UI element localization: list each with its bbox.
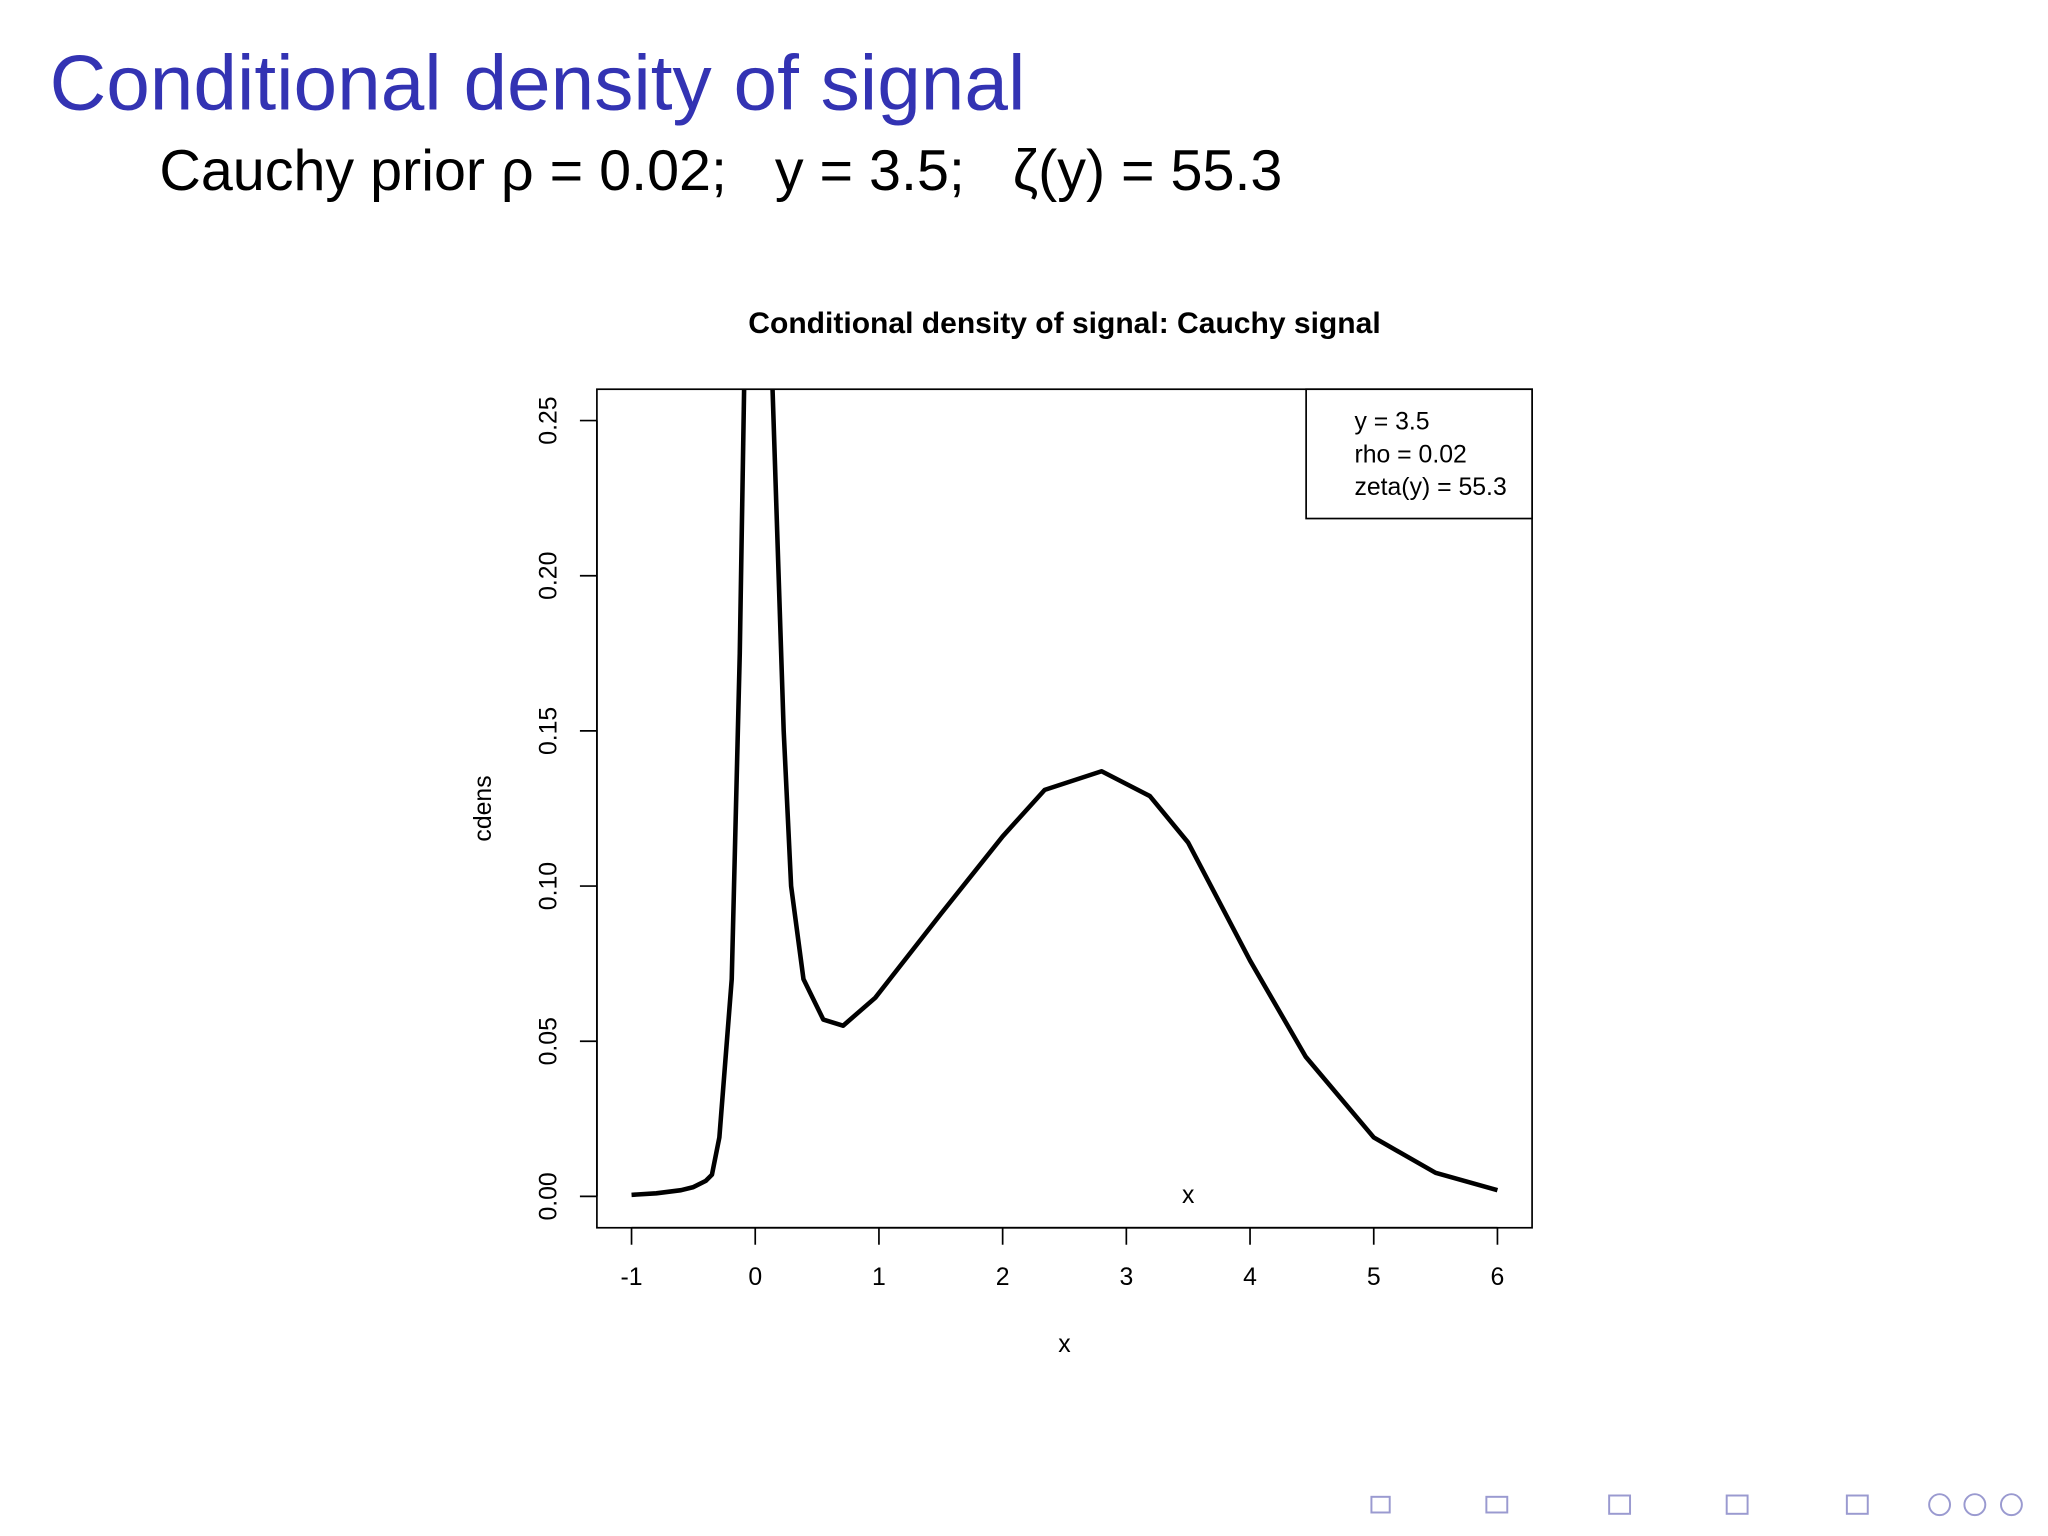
x-tick-label: 6 — [1491, 1264, 1505, 1291]
x-axis-label: x — [1058, 1331, 1071, 1358]
legend-text: y = 3.5 — [1354, 409, 1429, 436]
nav-icon[interactable] — [1963, 1493, 1987, 1517]
y-tick-label: 0.15 — [535, 707, 562, 755]
x-tick-label: 5 — [1367, 1264, 1381, 1291]
slide-title: Conditional density of signal — [50, 39, 1026, 127]
legend-text: rho = 0.02 — [1354, 441, 1466, 468]
plot-area — [631, 389, 1499, 1198]
nav-icon[interactable] — [1370, 1495, 1391, 1514]
nav-icon[interactable] — [1725, 1494, 1749, 1515]
y-tick-label: 0.00 — [535, 1172, 562, 1220]
navigation-icons — [1370, 1493, 2023, 1517]
y-tick-label: 0.25 — [535, 396, 562, 444]
y-tick-label: 0.20 — [535, 552, 562, 600]
x-tick-label: 1 — [872, 1264, 886, 1291]
y-axis-label: cdens — [470, 775, 497, 841]
x-tick-label: 3 — [1119, 1264, 1133, 1291]
nav-icon[interactable] — [2000, 1493, 2023, 1517]
chart-title: Conditional density of signal: Cauchy si… — [748, 307, 1380, 340]
x-tick-label: -1 — [621, 1264, 643, 1291]
x-tick-label: 4 — [1243, 1264, 1257, 1291]
annotation: x — [1182, 1182, 1195, 1209]
slide-subtitle: Cauchy prior ρ = 0.02; y = 3.5; ζ(y) = 5… — [159, 139, 1282, 203]
x-tick-label: 2 — [996, 1264, 1010, 1291]
y-tick-label: 0.05 — [535, 1017, 562, 1065]
nav-icon[interactable] — [1928, 1493, 1952, 1517]
nav-icon[interactable] — [1845, 1494, 1869, 1515]
x-tick-label: 0 — [748, 1264, 762, 1291]
legend-box — [1305, 388, 1533, 520]
density-line — [631, 389, 1499, 1198]
nav-icon[interactable] — [1608, 1494, 1632, 1515]
nav-icon[interactable] — [1485, 1495, 1509, 1514]
y-tick-label: 0.10 — [535, 862, 562, 910]
legend-text: zeta(y) = 55.3 — [1354, 474, 1506, 501]
